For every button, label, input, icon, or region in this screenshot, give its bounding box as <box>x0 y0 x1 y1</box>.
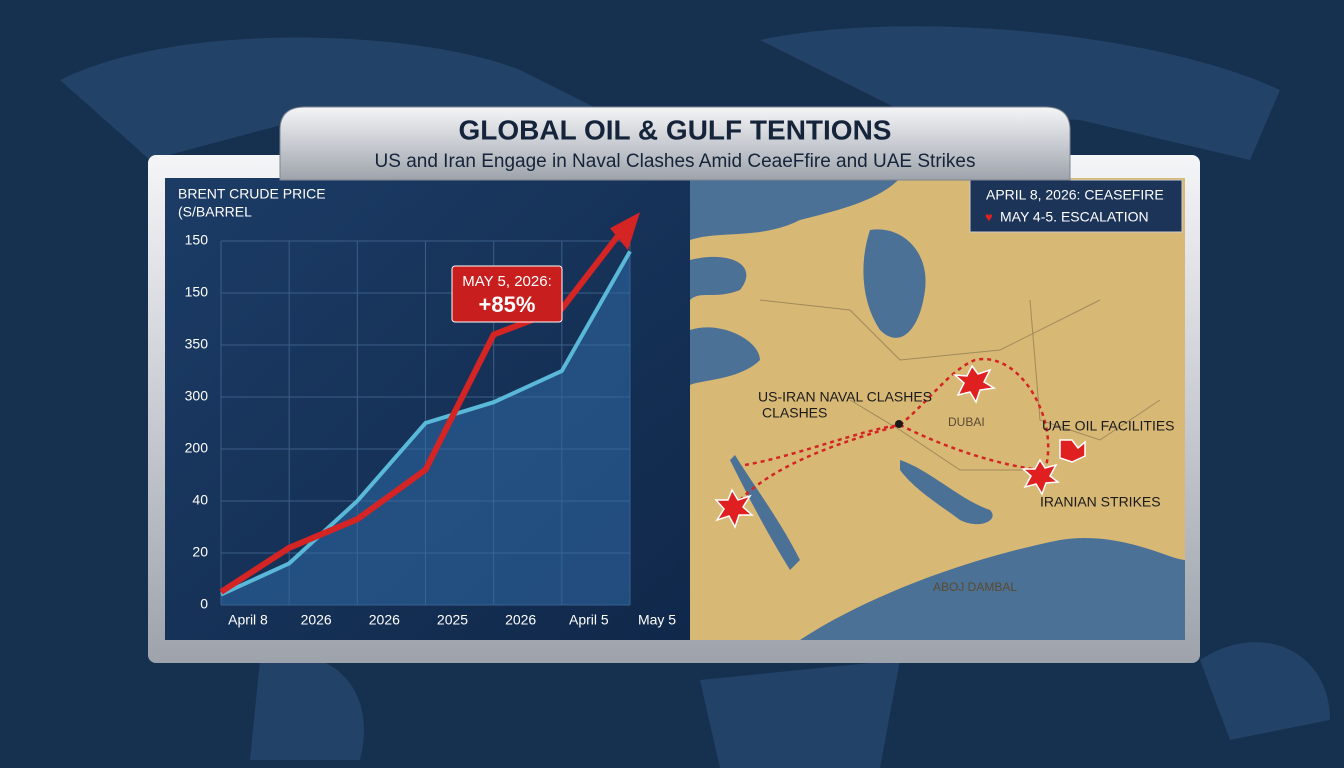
legend-entry: APRIL 8, 2026: CEASEFIRE <box>986 187 1164 203</box>
explosion-icons <box>714 364 1086 529</box>
legend-entry: MAY 4-5. ESCALATION <box>1000 209 1149 225</box>
map-borders <box>759 299 1161 471</box>
legend-icon: ♥ <box>985 209 993 224</box>
x-tick-label: 2026 <box>301 612 332 628</box>
title-banner <box>279 106 1071 181</box>
map-label: DUBAI <box>948 415 985 429</box>
chart-subtitle: US and Iran Engage in Naval Clashes Amid… <box>375 151 976 172</box>
x-tick-label: April 8 <box>228 612 268 628</box>
y-tick-label: 0 <box>200 596 208 612</box>
map-label: ABOJ DAMBAL <box>933 580 1017 594</box>
annotation: MAY 5, 2026: <box>462 273 552 290</box>
y-axis-title: (S/BARREL <box>178 204 252 220</box>
strike-routes <box>739 357 1050 501</box>
x-tick-label: 2026 <box>369 612 400 628</box>
area <box>221 251 630 605</box>
map-label: IRANIAN STRIKES <box>1040 494 1161 510</box>
x-tick-label: 2025 <box>437 612 468 628</box>
y-tick-label: 150 <box>185 284 209 300</box>
chart-title: GLOBAL OIL & GULF TENTIONS <box>459 114 892 145</box>
y-tick-label: 350 <box>185 336 209 352</box>
y-tick-label: 40 <box>192 492 208 508</box>
map-legend <box>969 179 1183 233</box>
y-tick-label: 150 <box>185 232 209 248</box>
marker <box>895 420 903 428</box>
annotation: +85% <box>479 292 536 317</box>
map-water <box>690 178 1185 640</box>
y-tick-label: 200 <box>185 440 209 456</box>
map-label: UAE OIL FACILITIES <box>1042 418 1175 434</box>
y-axis-title: BRENT CRUDE PRICE <box>178 186 326 202</box>
y-tick-label: 20 <box>192 544 208 560</box>
map-label: CLASHES <box>762 405 827 421</box>
line <box>220 250 632 597</box>
background-map <box>60 26 1330 768</box>
y-tick-label: 300 <box>185 388 209 404</box>
x-tick-label: 2026 <box>505 612 536 628</box>
x-tick-label: May 5 <box>638 612 676 628</box>
annotation-box <box>451 265 563 323</box>
map-label: US-IRAN NAVAL CLASHES <box>758 389 932 405</box>
x-tick-label: April 5 <box>569 612 609 628</box>
arrowhead <box>610 212 640 251</box>
